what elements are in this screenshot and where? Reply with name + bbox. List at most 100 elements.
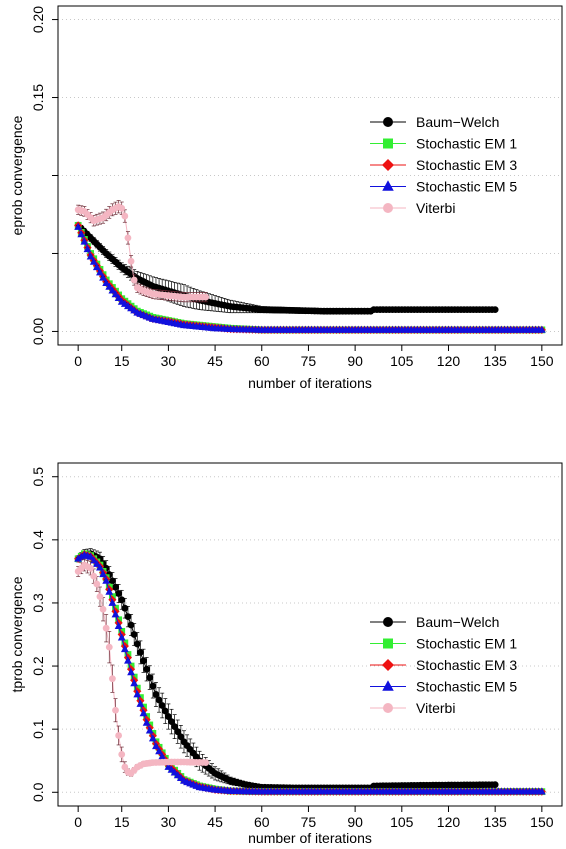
data-point [83,244,92,253]
data-point [80,237,89,245]
data-point [102,576,111,584]
data-point [74,554,83,562]
legend-marker [383,138,393,149]
data-point [130,631,138,638]
x-tick-label: 75 [301,814,317,830]
legend-label: Viterbi [416,200,455,216]
data-point [99,273,107,281]
x-tick-label: 90 [347,814,363,830]
data-point [171,723,179,731]
legend-label: Stochastic EM 3 [416,657,517,673]
data-point [96,563,104,571]
y-tick-label: 0.20 [30,6,46,33]
data-point [537,325,546,333]
data-point [143,665,151,673]
data-point [74,222,83,230]
data-point [168,718,175,725]
x-tick-label: 45 [207,814,223,830]
legend-label: Stochastic EM 1 [416,636,517,652]
data-point [108,286,117,294]
series-4 [74,550,546,795]
data-point [130,276,138,284]
y-tick-label: 0.0 [30,782,46,802]
data-point [108,598,117,606]
data-point [118,204,126,212]
y-tick-label: 0.1 [30,719,46,739]
x-tick-label: 105 [390,353,414,369]
data-point [86,252,95,260]
x-tick-label: 30 [161,814,177,830]
data-point [149,682,157,690]
data-point [133,640,141,648]
data-point [90,572,98,580]
data-point [202,759,210,767]
legend-label: Viterbi [416,700,455,716]
x-tick-label: 15 [114,353,130,369]
x-tick-label: 150 [530,814,554,830]
x-tick-label: 90 [347,353,363,369]
legend-marker [382,180,394,191]
data-point [127,668,135,676]
data-point [165,713,172,720]
data-point [99,569,107,578]
series-5 [74,558,210,777]
data-point [112,583,119,591]
data-point [124,613,132,621]
x-tick-label: 105 [390,814,414,830]
x-tick-label: 60 [254,814,270,830]
data-point [77,552,86,560]
data-point [102,624,110,632]
data-point [155,747,163,755]
data-point [86,552,95,560]
data-point [105,587,114,595]
data-point [127,621,135,629]
y-tick-label: 0.15 [30,84,46,111]
data-point [177,733,185,741]
data-point [145,726,154,734]
data-point [96,268,104,276]
data-point [491,306,499,314]
data-point [111,610,120,618]
x-axis-title: number of iterations [248,375,372,391]
data-point [155,696,163,704]
data-point [136,699,145,707]
legend-marker [382,659,394,671]
data-point [537,787,546,795]
data-point [92,262,101,271]
data-point [148,734,157,742]
data-point [136,648,144,656]
legend-label: Stochastic EM 1 [416,136,517,152]
data-point [114,293,123,301]
legend-marker [382,680,394,691]
data-point [158,752,167,760]
data-point [124,234,132,242]
legend-marker [382,159,394,171]
data-point [142,718,151,726]
chart-panel-2: 0.0 0.1 0.2 0.3 0.4 0.5 0 15 30 45 60 75 90 105 120 135… [9,462,563,846]
data-point [117,633,126,641]
data-point [89,257,98,265]
data-point [118,751,126,758]
y-tick-label: 0.5 [30,467,46,487]
x-tick-label: 120 [437,814,461,830]
y-tick-label: 0.00 [30,318,46,345]
data-point [111,290,120,298]
data-point [130,679,139,687]
legend-label: Stochastic EM 3 [416,157,517,173]
x-tick-label: 150 [530,353,554,369]
data-point [114,621,123,629]
data-point [108,675,116,683]
data-point [152,691,160,698]
data-point [115,732,123,739]
data-point [127,257,135,265]
data-point [108,577,116,585]
chart-panel-1: 0.00 0.15 0.20 0 15 30 45 60 75 90 105 120 135 150 num… [9,5,563,391]
legend-marker [383,703,393,713]
x-tick-label: 135 [483,353,507,369]
legend-label: Baum−Welch [416,614,499,630]
legend-marker [383,203,393,213]
data-point [121,763,129,771]
y-tick-label: 0.4 [30,530,46,550]
data-point [158,702,166,709]
series-1 [74,221,499,315]
